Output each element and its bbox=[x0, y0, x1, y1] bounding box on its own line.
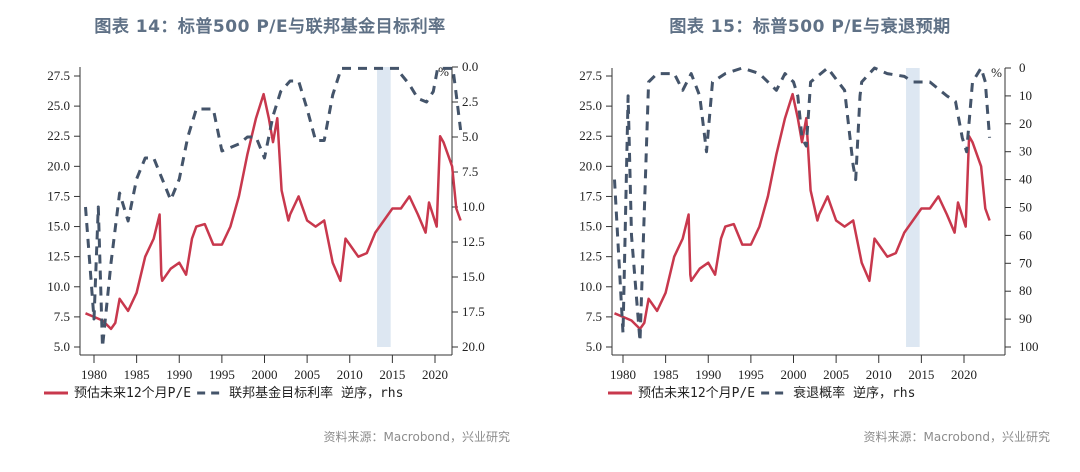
left-tick-label: 17.5 bbox=[579, 188, 602, 203]
pe-series-line bbox=[614, 92, 991, 331]
right-tick-label: 30 bbox=[1019, 144, 1032, 159]
right-tick-label: 70 bbox=[1019, 255, 1032, 270]
left-tick-label: 20.0 bbox=[47, 158, 70, 173]
chart-plot: 5.0 7.5 10.0 12.5 15.0 17.5 20.0 22.5 25.0 27.5 0.… bbox=[44, 59, 485, 401]
left-tick-label: 22.5 bbox=[47, 128, 70, 143]
rhs-series-line bbox=[84, 66, 463, 349]
unit-label: % bbox=[991, 65, 1002, 80]
chart-panel-14: 图表 14：标普500 P/E与联邦基金目标利率 5.0 7.5 10.0 12.5 1… bbox=[44, 17, 511, 444]
left-tick-label: 20.0 bbox=[579, 158, 602, 173]
shaded-period bbox=[906, 68, 920, 347]
left-tick-label: 7.5 bbox=[586, 309, 602, 324]
left-tick-label: 5.0 bbox=[586, 339, 602, 354]
left-tick-label: 22.5 bbox=[579, 128, 602, 143]
right-tick-label: 17.5 bbox=[462, 304, 485, 319]
x-tick-label: 2015 bbox=[379, 367, 405, 382]
legend-label-pe: 预估未来12个月P/E bbox=[74, 386, 191, 401]
x-tick-label: 2005 bbox=[823, 367, 849, 382]
x-tick-label: 2020 bbox=[422, 367, 448, 382]
left-tick-label: 7.5 bbox=[54, 309, 70, 324]
x-tick-label: 2010 bbox=[337, 367, 363, 382]
right-tick-label: 15.0 bbox=[462, 269, 485, 284]
shaded-period bbox=[377, 67, 391, 347]
chart-title: 图表 14：标普500 P/E与联邦基金目标利率 bbox=[94, 17, 446, 37]
right-tick-label: 20 bbox=[1019, 116, 1032, 131]
x-tick-label: 2010 bbox=[866, 367, 892, 382]
unit-label: % bbox=[438, 64, 449, 79]
x-tick-label: 1990 bbox=[695, 367, 721, 382]
right-tick-label: 10.0 bbox=[462, 199, 485, 214]
x-tick-label: 1995 bbox=[209, 367, 235, 382]
x-tick-label: 1995 bbox=[738, 367, 764, 382]
right-tick-label: 100 bbox=[1019, 339, 1039, 354]
x-tick-label: 1980 bbox=[81, 367, 107, 382]
left-tick-label: 27.5 bbox=[579, 68, 602, 83]
left-tick-label: 12.5 bbox=[579, 249, 602, 264]
pe-series-line bbox=[85, 92, 462, 331]
right-tick-label: 60 bbox=[1019, 227, 1032, 242]
chart-panel-15: 图表 15：标普500 P/E与衰退预期 5.0 7.5 10.0 12.5 15.0 1… bbox=[540, 0, 1080, 472]
left-tick-label: 27.5 bbox=[47, 68, 70, 83]
rhs-series-line bbox=[613, 66, 992, 343]
chart-title: 图表 15：标普500 P/E与衰退预期 bbox=[669, 17, 951, 37]
right-tick-label: 5.0 bbox=[462, 129, 478, 144]
x-tick-label: 1990 bbox=[166, 367, 192, 382]
right-tick-label: 40 bbox=[1019, 172, 1032, 187]
right-tick-label: 90 bbox=[1019, 311, 1032, 326]
x-tick-label: 1985 bbox=[653, 367, 679, 382]
x-tick-label: 2000 bbox=[252, 367, 278, 382]
left-tick-label: 17.5 bbox=[47, 188, 70, 203]
right-tick-label: 10 bbox=[1019, 88, 1032, 103]
left-tick-label: 12.5 bbox=[47, 249, 70, 264]
right-tick-label: 80 bbox=[1019, 283, 1032, 298]
right-tick-label: 20.0 bbox=[462, 339, 485, 354]
right-tick-label: 50 bbox=[1019, 200, 1032, 215]
x-tick-label: 1980 bbox=[610, 367, 636, 382]
legend-label-rhs: 联邦基金目标利率 逆序，rhs bbox=[229, 385, 403, 401]
x-tick-label: 1985 bbox=[124, 367, 150, 382]
source-note: 资料来源：Macrobond，兴业研究 bbox=[863, 430, 1051, 444]
legend-label-rhs: 衰退概率 逆序，rhs bbox=[793, 385, 915, 401]
right-tick-label: 12.5 bbox=[462, 234, 485, 249]
source-note: 资料来源：Macrobond，兴业研究 bbox=[323, 430, 511, 444]
x-tick-label: 2015 bbox=[908, 367, 934, 382]
right-tick-label: 0.0 bbox=[462, 59, 478, 74]
left-tick-label: 25.0 bbox=[579, 98, 602, 113]
left-tick-label: 25.0 bbox=[47, 98, 70, 113]
left-tick-label: 5.0 bbox=[54, 339, 70, 354]
right-tick-label: 0 bbox=[1019, 60, 1026, 75]
left-tick-label: 15.0 bbox=[47, 219, 70, 234]
x-tick-label: 2020 bbox=[951, 367, 977, 382]
right-tick-label: 7.5 bbox=[462, 164, 478, 179]
legend-label-pe: 预估未来12个月P/E bbox=[638, 386, 755, 401]
left-tick-label: 10.0 bbox=[579, 279, 602, 294]
right-tick-label: 2.5 bbox=[462, 94, 478, 109]
chart-plot: 5.0 7.5 10.0 12.5 15.0 17.5 20.0 22.5 25.0 27.5 0 1… bbox=[579, 60, 1039, 401]
x-tick-label: 2000 bbox=[781, 367, 807, 382]
x-tick-label: 2005 bbox=[294, 367, 320, 382]
left-tick-label: 15.0 bbox=[579, 219, 602, 234]
left-tick-label: 10.0 bbox=[47, 279, 70, 294]
